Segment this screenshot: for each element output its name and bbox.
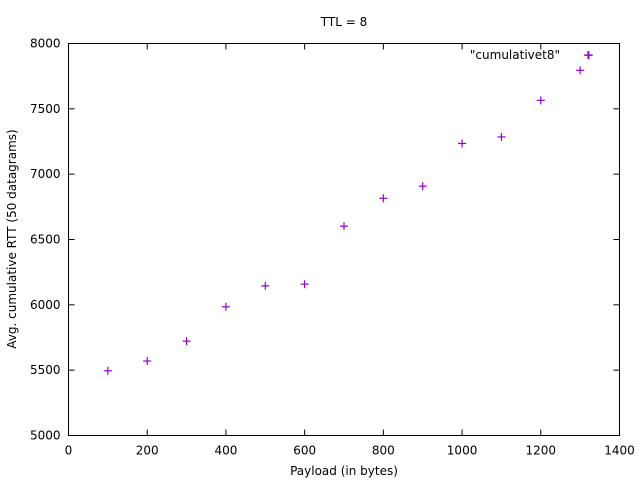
x-tick-label: 400 (214, 444, 237, 458)
legend-marker-plus (584, 51, 592, 59)
y-tick-label: 5000 (30, 429, 61, 443)
x-axis-ticks: 0 200 400 600 800 1000 1200 1400 (65, 43, 635, 458)
data-points (103, 51, 593, 375)
y-tick-label: 8000 (30, 37, 61, 51)
data-point (497, 132, 506, 141)
x-tick-label: 1400 (604, 444, 635, 458)
data-point (300, 280, 309, 289)
y-tick-label: 7500 (30, 102, 61, 116)
x-tick-label: 600 (293, 444, 316, 458)
data-point (458, 139, 467, 148)
chart-title: TTL = 8 (320, 15, 367, 29)
data-point (418, 182, 427, 191)
data-point (379, 194, 388, 203)
data-point (576, 66, 585, 75)
x-axis-label: Payload (in bytes) (290, 464, 398, 478)
data-point (536, 96, 545, 105)
y-tick-label: 5500 (30, 363, 61, 377)
plot-frame (68, 43, 620, 436)
x-tick-label: 1000 (447, 444, 478, 458)
x-tick-label: 0 (65, 444, 73, 458)
y-tick-label: 6000 (30, 298, 61, 312)
data-point (221, 302, 230, 311)
x-tick-label: 200 (136, 444, 159, 458)
y-tick-label: 6500 (30, 233, 61, 247)
legend-marker (584, 51, 592, 59)
y-tick-label: 7000 (30, 167, 61, 181)
x-tick-label: 800 (372, 444, 395, 458)
data-point (182, 337, 191, 346)
legend-label: "cumulativet8" (470, 48, 560, 62)
data-point (103, 366, 112, 375)
data-point (143, 357, 152, 366)
data-point (340, 222, 348, 231)
legend: "cumulativet8" (470, 48, 592, 62)
y-axis-ticks: 5000 5500 6000 6500 7000 7500 8000 (30, 37, 620, 443)
x-tick-label: 1200 (526, 444, 557, 458)
data-point (261, 281, 270, 290)
y-axis-label: Avg. cumulative RTT (50 datagrams) (5, 129, 19, 348)
